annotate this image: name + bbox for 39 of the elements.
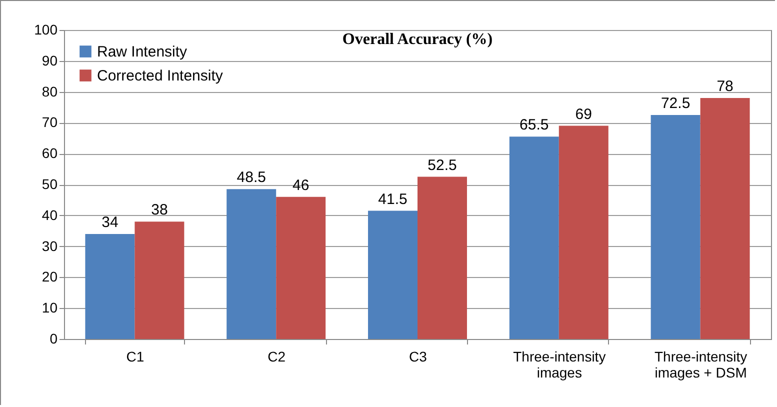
data-label: 34	[102, 214, 118, 231]
data-label: 38	[151, 202, 168, 219]
y-tick-label: 20	[42, 268, 58, 285]
bar	[418, 176, 467, 339]
data-label: 48.5	[236, 169, 266, 186]
data-label: 46	[292, 176, 310, 194]
y-tick-label: 0	[50, 330, 58, 346]
bar	[700, 98, 750, 339]
data-label: 41.5	[378, 190, 408, 208]
data-label: 65.5	[520, 116, 549, 134]
x-tick-label: C1	[126, 348, 144, 364]
data-label: 72.5	[660, 94, 690, 112]
y-tick-label: 80	[42, 83, 58, 100]
bar	[134, 222, 184, 339]
bar	[558, 126, 608, 339]
bar	[276, 196, 326, 339]
bar	[226, 189, 276, 339]
legend-label: Raw Intensity	[97, 44, 188, 60]
bar	[509, 136, 559, 339]
bar	[85, 234, 135, 339]
bar	[368, 210, 418, 339]
x-tick-label: C3	[409, 348, 428, 364]
y-tick-label: 100	[34, 22, 58, 38]
x-tick-label: C2	[268, 348, 286, 364]
y-tick-label: 90	[42, 52, 58, 68]
y-tick-label: 30	[42, 238, 58, 254]
data-label: 52.5	[428, 156, 457, 174]
data-label: 69	[575, 106, 592, 123]
legend-label: Corrected Intensity	[97, 68, 224, 84]
x-tick-label: Three-intensity images	[513, 348, 606, 380]
bar	[650, 114, 700, 339]
y-tick-label: 60	[42, 145, 58, 162]
chart-title: Overall Accuracy (%)	[342, 31, 493, 48]
y-tick-label: 70	[42, 114, 58, 130]
y-tick-label: 40	[42, 206, 58, 223]
y-tick-label: 50	[42, 176, 58, 192]
x-tick-label: Three-intensity images + DSM	[654, 348, 748, 380]
data-label: 78	[716, 78, 734, 95]
y-tick-label: 10	[42, 300, 58, 316]
